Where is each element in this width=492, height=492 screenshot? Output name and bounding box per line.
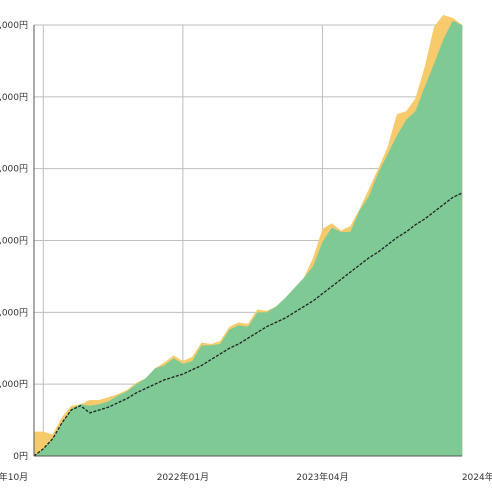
y-tick-label: 1,000,000円 (0, 307, 28, 318)
x-tick-label: 2022年01月 (157, 471, 209, 483)
x-tick-label: 2020年10月 (0, 471, 28, 483)
y-tick-label: 500,000円 (0, 379, 28, 390)
area-series-green (34, 20, 462, 456)
y-tick-label: 1,500,000円 (0, 236, 28, 247)
lines (33, 192, 463, 457)
areas (34, 14, 462, 456)
y-tick-labels: 0円 500,000円 1,000,000円 1,500,000円 2,000,000円… (0, 20, 28, 462)
x-tick-label: 2024年07月 (462, 471, 492, 483)
x-tick-label: 2023年04月 (296, 471, 348, 483)
y-tick-label: 0円 (13, 451, 28, 462)
y-tick-label: 2,500,000円 (0, 92, 28, 103)
y-tick-label: 3,000,000円 (0, 20, 28, 31)
x-tick-labels: 2020年10月 2022年01月 2023年04月 2024年07月 (0, 471, 492, 483)
line-series-dashed (33, 192, 463, 457)
axes (33, 25, 462, 457)
y-tick-label: 2,000,000円 (0, 164, 28, 175)
